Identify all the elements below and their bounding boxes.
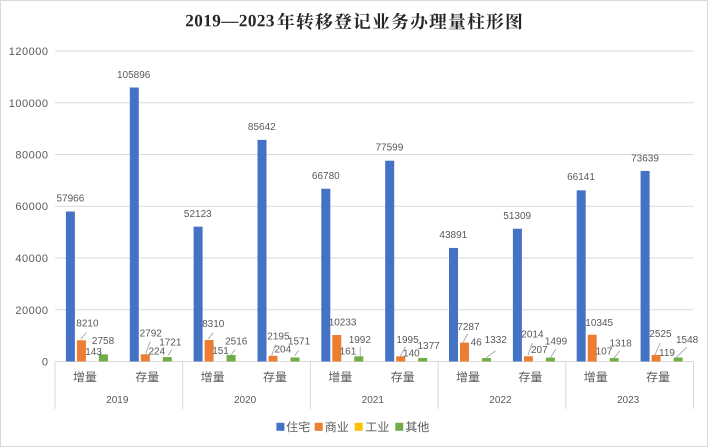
svg-text:1992: 1992 — [349, 335, 372, 346]
svg-text:119: 119 — [659, 348, 675, 359]
svg-text:1721: 1721 — [159, 338, 182, 349]
svg-text:77599: 77599 — [375, 142, 403, 153]
svg-text:57966: 57966 — [56, 194, 84, 205]
svg-text:80000: 80000 — [15, 150, 48, 162]
svg-text:143: 143 — [85, 347, 102, 358]
svg-text:105896: 105896 — [117, 70, 151, 81]
svg-text:2019: 2019 — [106, 395, 129, 406]
svg-text:52123: 52123 — [184, 209, 212, 220]
svg-text:2022: 2022 — [489, 395, 512, 406]
svg-text:1548: 1548 — [676, 335, 699, 346]
svg-text:2023: 2023 — [617, 395, 640, 406]
svg-text:0: 0 — [42, 357, 49, 369]
svg-text:10233: 10233 — [329, 318, 357, 329]
svg-text:1995: 1995 — [396, 335, 419, 346]
svg-text:85642: 85642 — [248, 122, 276, 133]
svg-text:1332: 1332 — [485, 335, 508, 346]
svg-text:2021: 2021 — [362, 395, 385, 406]
svg-text:1499: 1499 — [545, 336, 568, 347]
svg-text:100000: 100000 — [9, 98, 49, 110]
svg-text:66141: 66141 — [567, 172, 595, 183]
svg-text:2758: 2758 — [92, 336, 115, 347]
svg-text:204: 204 — [275, 344, 292, 355]
svg-text:60000: 60000 — [15, 201, 48, 213]
svg-text:161: 161 — [340, 347, 357, 358]
svg-text:151: 151 — [212, 346, 229, 357]
svg-text:2516: 2516 — [225, 336, 248, 347]
svg-text:2525: 2525 — [649, 329, 672, 340]
svg-text:1571: 1571 — [288, 336, 311, 347]
svg-text:8310: 8310 — [202, 319, 225, 330]
svg-text:20000: 20000 — [15, 305, 48, 317]
svg-text:2014: 2014 — [521, 330, 544, 341]
svg-text:46: 46 — [471, 338, 483, 349]
svg-text:2195: 2195 — [267, 331, 290, 342]
svg-text:51309: 51309 — [503, 211, 531, 222]
svg-text:107: 107 — [596, 346, 613, 357]
svg-text:224: 224 — [149, 347, 166, 358]
svg-text:1318: 1318 — [610, 338, 633, 349]
svg-text:120000: 120000 — [9, 46, 49, 58]
svg-text:8210: 8210 — [76, 319, 99, 330]
svg-text:1377: 1377 — [418, 341, 441, 352]
svg-text:2792: 2792 — [140, 328, 163, 339]
svg-text:43891: 43891 — [439, 230, 467, 241]
svg-text:66780: 66780 — [312, 171, 340, 182]
svg-text:7287: 7287 — [457, 322, 480, 333]
svg-text:140: 140 — [403, 349, 420, 360]
svg-text:207: 207 — [531, 345, 548, 356]
svg-text:2020: 2020 — [234, 395, 257, 406]
svg-text:73639: 73639 — [631, 153, 659, 164]
svg-text:40000: 40000 — [15, 253, 48, 265]
svg-text:10345: 10345 — [585, 318, 613, 329]
